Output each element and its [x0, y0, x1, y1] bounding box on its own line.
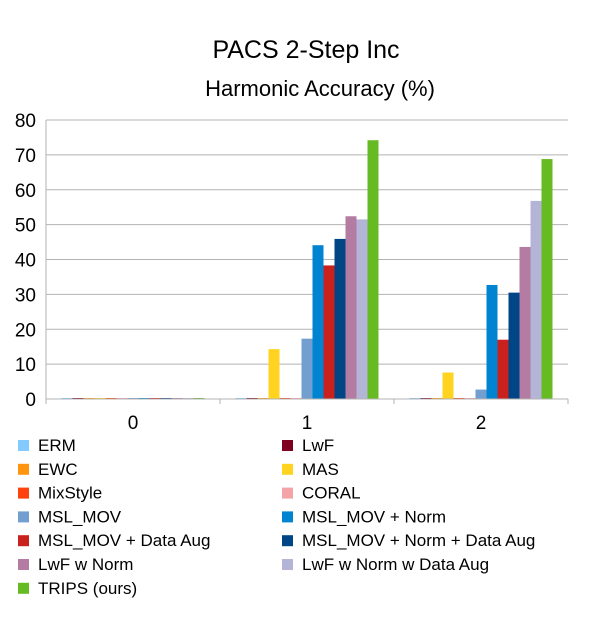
bar [345, 216, 357, 399]
y-tick-label: 20 [15, 320, 36, 341]
legend-label: MSL_MOV + Norm + Data Aug [302, 531, 535, 550]
legend-swatch [282, 535, 293, 547]
legend-swatch [282, 511, 293, 523]
legend-swatch [282, 487, 293, 499]
bar [541, 159, 553, 399]
bar [519, 246, 531, 399]
bar [475, 389, 487, 399]
legend-swatch [18, 463, 29, 475]
y-tick-label: 40 [15, 251, 36, 272]
bar [508, 292, 520, 399]
bar [497, 339, 509, 399]
legend-label: MixStyle [38, 484, 102, 503]
gridlines [46, 119, 568, 365]
legend-swatch [18, 440, 29, 451]
legend-label: CORAL [302, 484, 361, 503]
legend-label: EWC [38, 460, 78, 479]
legend-swatch [18, 487, 29, 499]
y-tick-label: 0 [25, 390, 36, 411]
legend-swatch [282, 440, 293, 451]
legend-swatch [18, 582, 29, 594]
bar [486, 284, 498, 399]
bar [530, 200, 542, 399]
legend-label: LwF [302, 436, 334, 455]
x-tick-labels: 0 1 2 [128, 413, 487, 434]
bar [301, 338, 313, 399]
chart-title: PACS 2-Step Inc [212, 36, 399, 64]
y-tick-labels: 0 10 20 30 40 50 60 70 80 [15, 111, 36, 411]
legend-label: TRIPS (ours) [38, 579, 137, 598]
y-tick-label: 50 [15, 216, 36, 237]
legend-label: ERM [38, 436, 76, 455]
legend-label: MSL_MOV [38, 507, 122, 526]
legend: ERM LwF EWC MAS MixStyle CORAL MSL_MOV MSL_MOV … [18, 436, 535, 598]
legend-swatch [18, 535, 29, 547]
x-tick-label: 2 [476, 413, 487, 434]
y-tick-label: 60 [15, 181, 36, 202]
bar [312, 245, 324, 399]
bar [442, 372, 454, 399]
legend-label: MAS [302, 460, 339, 479]
legend-swatch [282, 463, 293, 475]
y-tick-label: 70 [15, 146, 36, 167]
legend-label: LwF w Norm w Data Aug [302, 555, 489, 574]
bar [356, 219, 368, 399]
bar [268, 349, 280, 399]
x-tick-label: 0 [128, 413, 139, 434]
bars [61, 140, 553, 400]
bar [323, 265, 335, 399]
legend-swatch [18, 559, 29, 570]
legend-label: LwF w Norm [38, 555, 133, 574]
legend-label: MSL_MOV + Norm [302, 507, 446, 526]
y-tick-label: 30 [15, 285, 36, 306]
chart-subtitle: Harmonic Accuracy (%) [205, 76, 435, 101]
legend-swatch [18, 511, 29, 523]
bar [334, 238, 346, 399]
y-tick-label: 10 [15, 355, 36, 376]
axes [45, 120, 569, 404]
legend-label: MSL_MOV + Data Aug [38, 531, 210, 550]
legend-swatch [282, 559, 293, 570]
y-tick-label: 80 [15, 111, 36, 132]
bar [367, 140, 379, 400]
x-tick-label: 1 [302, 413, 313, 434]
